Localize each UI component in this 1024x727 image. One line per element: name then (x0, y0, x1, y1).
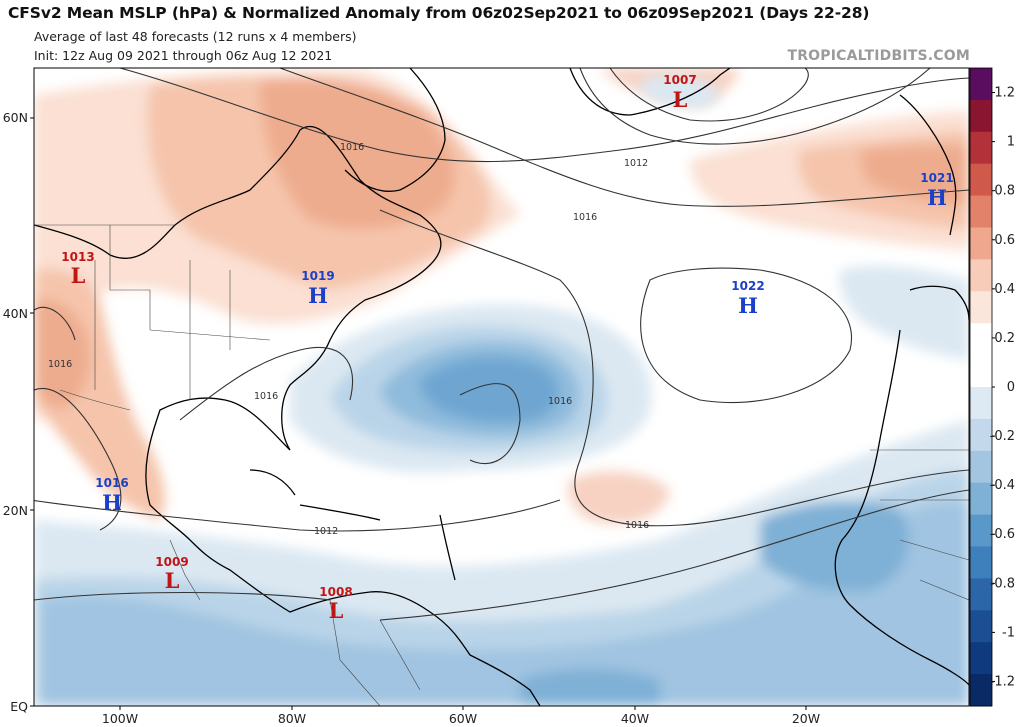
low-center: 1009 L (155, 555, 188, 593)
high-center: 1016 H (95, 476, 128, 515)
colorbar-label: 0 (1007, 380, 1015, 395)
map-title: CFSv2 Mean MSLP (hPa) & Normalized Anoma… (8, 4, 870, 22)
lon-label: 40W (621, 711, 649, 726)
colorbar-label: 1.2 (994, 86, 1015, 101)
isobar-label: 1016 (340, 142, 364, 153)
colorbar-swatch (970, 68, 992, 101)
longitude-axis: 100W 80W 60W 40W 20W (102, 706, 820, 726)
lon-label: 20W (792, 711, 820, 726)
low-center-letter: L (71, 263, 86, 288)
isobars (34, 68, 969, 621)
colorbar-swatch (970, 259, 992, 292)
low-center-letter: L (673, 87, 688, 112)
colorbar-label: -1 (1002, 625, 1015, 640)
high-center: 1019 H (301, 269, 334, 308)
colorbar-label: -0.8 (990, 576, 1015, 591)
high-center-letter: H (102, 490, 122, 515)
map-panel: 1016 1012 1016 1016 1016 1016 1012 1016 … (33, 67, 970, 707)
pressure-centers: 1007 L 1021 H 1013 L 1019 H 1022 H 1016 … (61, 73, 953, 623)
high-center-value: 1019 (301, 269, 334, 283)
high-center: 1021 H (920, 171, 953, 210)
colorbar-label: 1 (1007, 135, 1015, 150)
colorbar-swatch (970, 355, 992, 388)
high-center-letter: H (738, 293, 758, 318)
low-center: 1007 L (663, 73, 696, 112)
colorbar-swatch (970, 131, 992, 165)
colorbar: 1.2 1 0.8 0.6 0.4 0.2 0 -0.2 -0.4 -0.6 -0.8 -1 -1.2 (969, 67, 1015, 707)
high-center-value: 1016 (95, 476, 128, 490)
high-center: 1022 H (731, 279, 764, 318)
colorbar-label: 0.6 (994, 233, 1015, 248)
colorbar-swatch (970, 99, 992, 133)
colorbar-label: 0.4 (994, 282, 1015, 297)
low-center: 1008 L (319, 585, 352, 623)
colorbar-label: -0.2 (990, 429, 1015, 444)
colorbar-swatch (970, 418, 992, 452)
colorbar-swatch (970, 674, 992, 707)
low-center-letter: L (329, 598, 344, 623)
low-center-value: 1013 (61, 250, 94, 264)
colorbar-label: -0.4 (990, 478, 1015, 493)
colorbar-swatch (970, 227, 992, 260)
isobar-label: 1016 (48, 359, 72, 370)
lat-label: EQ (10, 699, 28, 714)
isobar-label: 1016 (625, 520, 649, 531)
lon-label: 60W (449, 711, 477, 726)
high-center-value: 1022 (731, 279, 764, 293)
lon-label: 100W (102, 711, 138, 726)
low-center: 1013 L (61, 250, 94, 288)
isobar-labels: 1016 1012 1016 1016 1016 1016 1012 1016 (48, 142, 649, 537)
low-center-value: 1008 (319, 585, 352, 599)
colorbar-swatch (970, 323, 992, 356)
colorbar-swatch (970, 610, 992, 643)
colorbar-label: -1.2 (990, 674, 1015, 689)
isobar-label: 1016 (254, 391, 278, 402)
colorbar-swatch (970, 450, 992, 484)
high-center-letter: H (927, 185, 947, 210)
low-center-value: 1009 (155, 555, 188, 569)
isobar-label: 1016 (548, 396, 572, 407)
colorbar-swatch (970, 482, 992, 516)
lat-label: 40N (3, 306, 28, 321)
low-center-letter: L (165, 568, 180, 593)
init-info: Init: 12z Aug 09 2021 through 06z Aug 12… (34, 48, 333, 63)
colorbar-swatch (970, 387, 992, 420)
coastlines (34, 68, 969, 706)
isobar-label: 1012 (314, 526, 338, 537)
brand-watermark: TROPICALTIDBITS.COM (787, 48, 970, 64)
lat-label: 20N (3, 503, 28, 518)
colorbar-swatch (970, 642, 992, 675)
colorbar-swatches (970, 68, 992, 707)
colorbar-swatch (970, 578, 992, 611)
high-center-value: 1021 (920, 171, 953, 185)
colorbar-swatch (970, 163, 992, 197)
low-center-value: 1007 (663, 73, 696, 87)
colorbar-label: -0.6 (990, 527, 1015, 542)
latitude-axis: 60N 40N 20N EQ (3, 110, 34, 714)
colorbar-labels: 1.2 1 0.8 0.6 0.4 0.2 0 -0.2 -0.4 -0.6 -0.8 -1 -1.2 (990, 86, 1015, 690)
isobar-label: 1012 (624, 158, 648, 169)
map-subtitle: Average of last 48 forecasts (12 runs x … (34, 29, 357, 44)
country-borders (34, 224, 969, 706)
colorbar-label: 0.2 (994, 331, 1015, 346)
colorbar-swatch (970, 291, 992, 324)
colorbar-swatch (970, 514, 992, 547)
anomaly-shading (34, 68, 969, 706)
high-center-letter: H (308, 283, 328, 308)
colorbar-label: 0.8 (994, 184, 1015, 199)
colorbar-swatch (970, 546, 992, 579)
colorbar-swatch (970, 195, 992, 228)
lat-label: 60N (3, 110, 28, 125)
isobar-label: 1016 (573, 212, 597, 223)
lon-label: 80W (278, 711, 306, 726)
